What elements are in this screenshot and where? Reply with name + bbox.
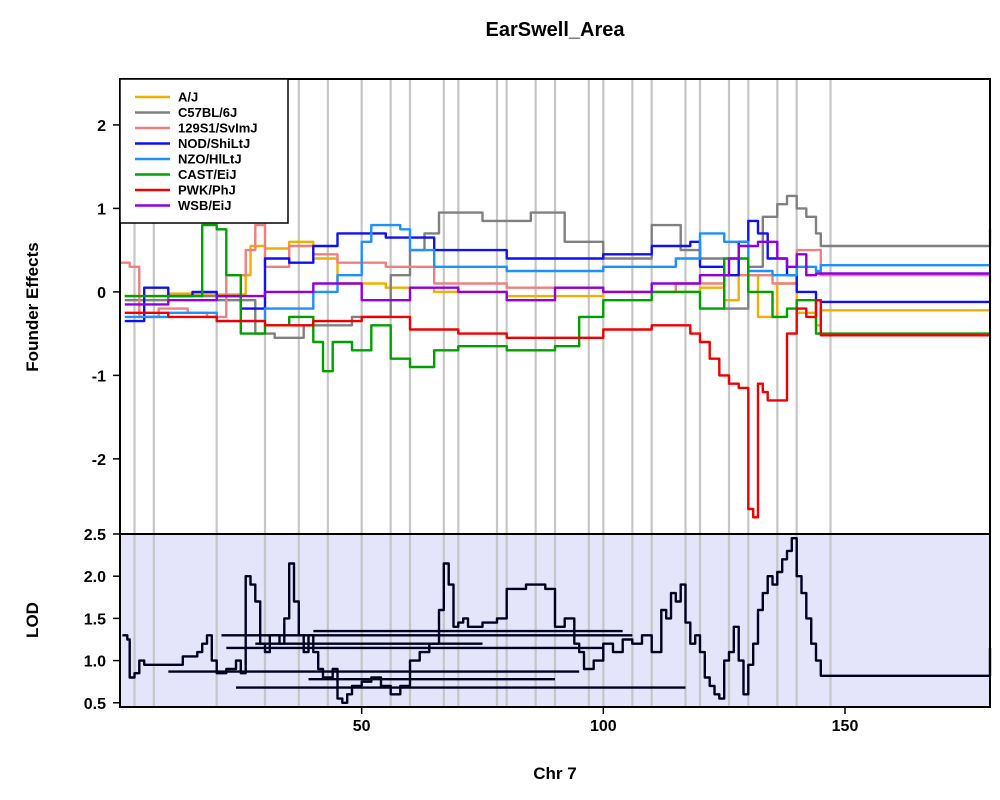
lod-series-line [122, 537, 992, 704]
x-tick-label: 50 [353, 718, 371, 735]
effects-series-line [124, 240, 990, 306]
effects-panel: -2 -1 0 1 2 Founder Effects [23, 78, 992, 535]
lod-series-group [122, 537, 992, 704]
legend-label: A/J [178, 90, 198, 105]
x-axis: 50 100 150 [353, 707, 859, 735]
legend-label: NOD/ShiLtJ [178, 136, 250, 151]
effects-series-line [124, 223, 990, 323]
effects-y-tick-label: 0 [97, 285, 106, 302]
legend-box [119, 78, 289, 224]
lod-panel-border [119, 533, 991, 708]
effects-y-tick-label: -2 [92, 452, 106, 469]
effects-series-line [124, 299, 990, 519]
legend-label: NZO/HlLtJ [178, 152, 242, 167]
legend: A/JC57BL/6J129S1/SvImJNOD/ShiLtJNZO/HlLt… [119, 78, 289, 224]
effects-y-tick-label: -1 [92, 368, 106, 385]
x-tick-label: 150 [832, 718, 859, 735]
lod-y-axis: 0.5 1.0 1.5 2.0 2.5 [84, 527, 120, 713]
legend-label: PWK/PhJ [178, 183, 236, 198]
effects-y-axis: -2 -1 0 1 2 [92, 118, 120, 469]
legend-label: CAST/EiJ [178, 167, 237, 182]
effects-series-line [124, 194, 992, 339]
chart-title: EarSwell_Area [486, 19, 626, 41]
legend-label: C57BL/6J [178, 105, 237, 120]
lod-panel: 0.5 1.0 1.5 2.0 2.5 LOD [23, 527, 992, 713]
effects-y-axis-title: Founder Effects [23, 242, 42, 371]
lod-y-axis-title: LOD [23, 602, 42, 638]
lod-y-tick-label: 0.5 [84, 696, 106, 713]
lod-y-tick-label: 1.0 [84, 654, 106, 671]
lod-y-tick-label: 1.5 [84, 611, 106, 628]
effects-series-group [120, 194, 992, 519]
effects-y-tick-label: 1 [97, 201, 106, 218]
effects-y-tick-label: 2 [97, 118, 106, 135]
x-tick-label: 100 [590, 718, 617, 735]
lod-y-tick-label: 2.0 [84, 569, 106, 586]
effects-series-line [124, 223, 990, 373]
x-axis-title: Chr 7 [533, 764, 576, 783]
lod-y-tick-label: 2.5 [84, 527, 106, 544]
legend-label: 129S1/SvImJ [178, 121, 258, 136]
legend-label: WSB/EiJ [178, 198, 231, 213]
